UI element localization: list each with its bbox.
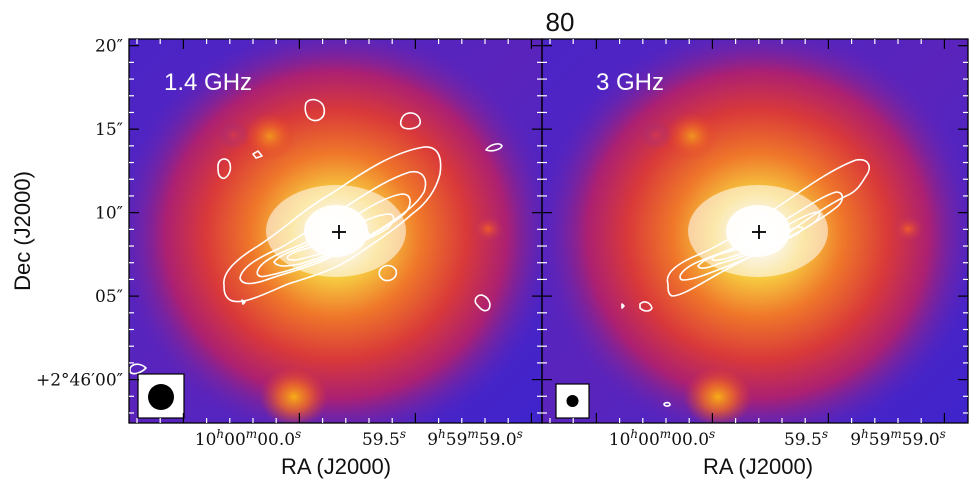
- x-tick-label-3: 10h00m00.0s: [609, 427, 715, 450]
- panel-label-3ghz: 3 GHz: [596, 69, 664, 96]
- beam-1.4ghz: [137, 373, 185, 419]
- y-axis-label: Dec (J2000): [10, 171, 35, 291]
- x-tick-label-4: 59.5s: [784, 427, 828, 450]
- x-tick-label-0: 10h00m00.0s: [195, 427, 301, 450]
- figure-title: 80: [546, 7, 575, 37]
- x-tick-label-2: 9h59m59.0s: [427, 427, 523, 450]
- source-marker-3ghz: [752, 225, 766, 239]
- y-tick-label-0: 20″: [95, 37, 123, 57]
- contours-3ghz: [621, 158, 870, 407]
- x-tick-label-1: 59.5s: [362, 427, 406, 450]
- y-tick-label-2: 10″: [95, 204, 123, 224]
- panel-1.4ghz: 1.4 GHz: [129, 39, 542, 423]
- x-tick-label-5: 9h59m59.0s: [850, 427, 946, 450]
- source-marker-1.4ghz: [332, 225, 346, 239]
- beam-3ghz: [555, 383, 590, 419]
- panel-3ghz: 3 GHz: [542, 39, 968, 423]
- panel-label-1.4ghz: 1.4 GHz: [164, 69, 252, 96]
- y-tick-label-3: 05″: [95, 287, 123, 307]
- x-axis-label-left: RA (J2000): [281, 454, 391, 479]
- y-tick-label-4: +2°46′00″: [36, 371, 123, 391]
- y-tick-labels: 20″ 15″ 10″ 05″ +2°46′00″: [36, 37, 123, 391]
- contours-1.4ghz: [129, 98, 503, 375]
- x-axis-label-right: RA (J2000): [703, 454, 813, 479]
- tick-marks: [129, 39, 968, 423]
- x-tick-labels: 10h00m00.0s 59.5s 9h59m59.0s 10h00m00.0s 59.…: [195, 427, 946, 450]
- y-tick-label-1: 15″: [95, 120, 123, 140]
- frame-3ghz: [541, 38, 969, 424]
